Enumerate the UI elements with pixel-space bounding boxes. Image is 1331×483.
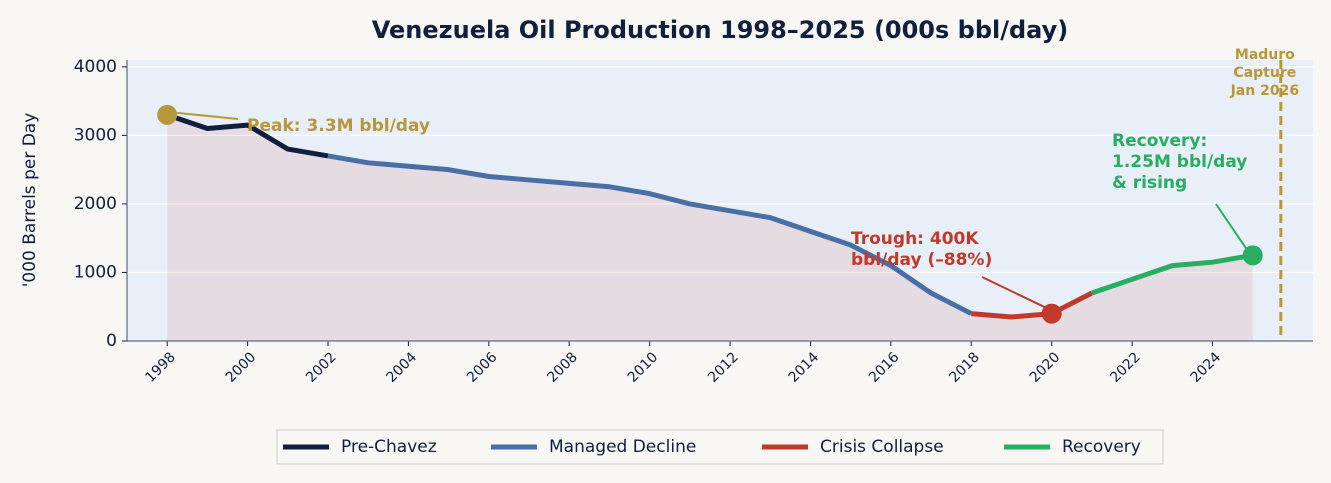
y-axis-label: '000 Barrels per Day xyxy=(20,113,40,288)
legend-label: Managed Decline xyxy=(549,437,696,457)
x-tick-label: 2022 xyxy=(1107,349,1144,386)
x-tick-label: 2010 xyxy=(625,349,662,386)
annotation-text: Trough: 400K xyxy=(851,229,979,249)
y-tick-label: 1000 xyxy=(74,262,117,282)
annotation-text: Peak: 3.3M bbl/day xyxy=(247,116,430,136)
annotation-marker xyxy=(157,104,178,125)
annotation-text: 1.25M bbl/day xyxy=(1112,152,1247,172)
x-tick-label: 2000 xyxy=(223,349,260,386)
area xyxy=(167,114,329,341)
x-tick-label: 2002 xyxy=(303,349,340,386)
x-tick-label: 2012 xyxy=(705,349,742,386)
area xyxy=(1091,255,1253,341)
x-tick-label: 2018 xyxy=(946,349,983,386)
event-label: Jan 2026 xyxy=(1230,83,1299,99)
area xyxy=(328,155,972,341)
x-tick-label: 2020 xyxy=(1027,349,1064,386)
annotation-text: Recovery: xyxy=(1112,131,1207,151)
y-tick-label: 0 xyxy=(106,331,117,351)
x-tick-label: 2014 xyxy=(786,349,823,386)
x-tick-label: 2016 xyxy=(866,349,903,386)
annotation-text: & rising xyxy=(1112,173,1187,193)
x-tick-label: 2008 xyxy=(544,349,581,386)
x-tick-label: 1998 xyxy=(142,349,179,386)
legend-label: Crisis Collapse xyxy=(820,437,944,457)
plot-background xyxy=(127,60,1313,341)
chart-title: Venezuela Oil Production 1998–2025 (000s… xyxy=(372,16,1069,44)
annotation-arrow xyxy=(1215,203,1248,250)
line xyxy=(971,290,1094,320)
annotation-text: bbl/day (–88%) xyxy=(851,250,992,270)
annotation-marker xyxy=(1242,245,1263,266)
x-tick-label: 2004 xyxy=(384,349,421,386)
x-tick-label: 2006 xyxy=(464,349,501,386)
annotation-marker xyxy=(1041,303,1062,324)
y-tick-label: 4000 xyxy=(74,57,117,77)
legend-label: Pre-Chavez xyxy=(341,437,437,457)
x-tick-label: 2024 xyxy=(1188,349,1225,386)
line xyxy=(327,153,973,316)
legend-label: Recovery xyxy=(1062,437,1141,457)
event-label: Maduro xyxy=(1235,47,1295,63)
y-tick-label: 3000 xyxy=(74,125,117,145)
annotation-arrow xyxy=(177,111,239,120)
event-label: Capture xyxy=(1233,65,1296,81)
line xyxy=(1091,252,1254,296)
y-tick-label: 2000 xyxy=(74,194,117,214)
line xyxy=(166,112,329,159)
annotation-arrow xyxy=(981,276,1047,309)
